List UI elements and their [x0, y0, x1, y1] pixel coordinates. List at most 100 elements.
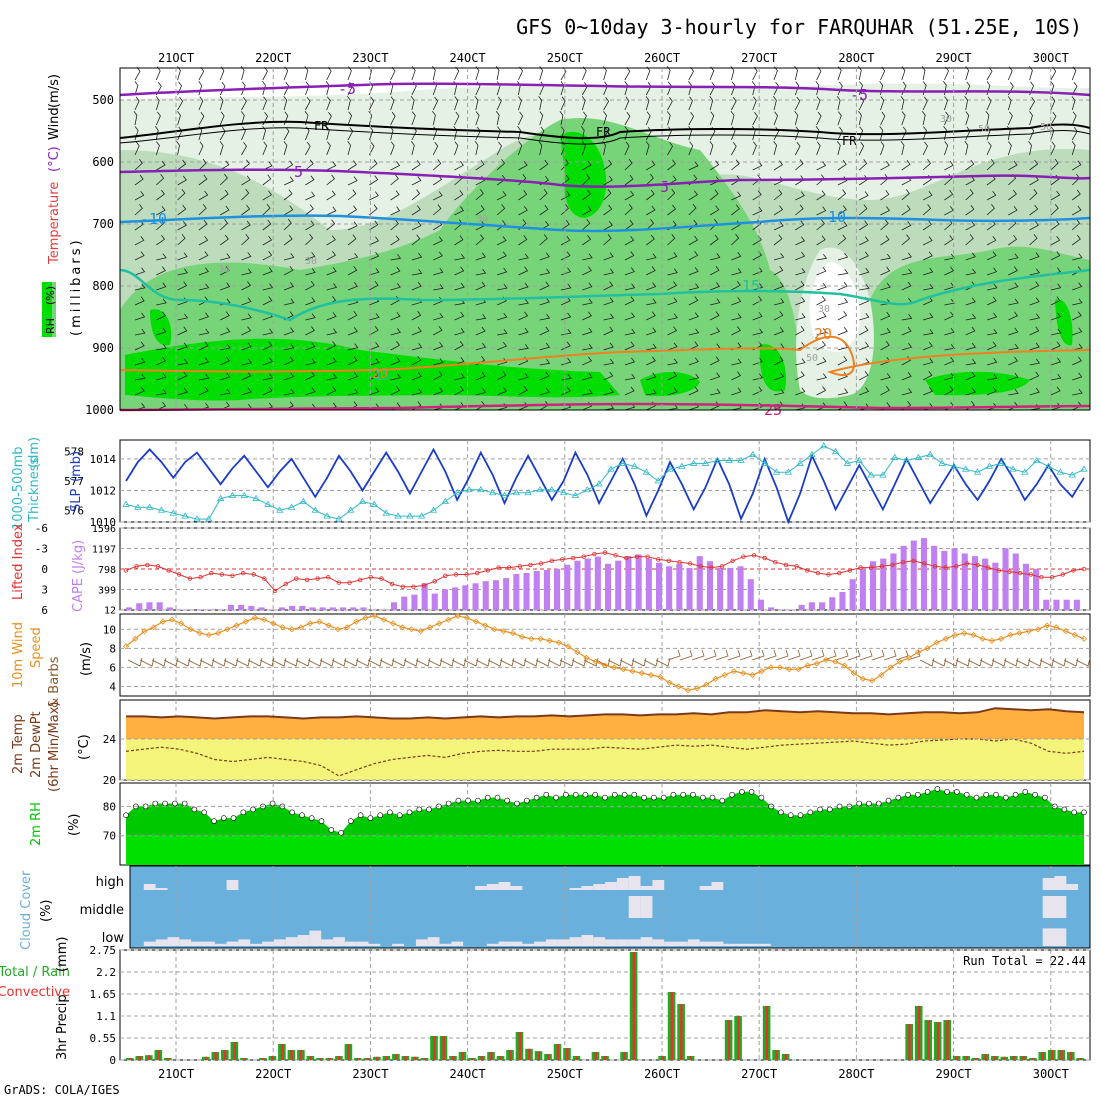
- cape-bar: [462, 585, 469, 610]
- wind-barb: [816, 141, 821, 156]
- wind-barb: [645, 173, 654, 186]
- wind-barb: [433, 371, 443, 381]
- precip-convective-bar: [414, 1056, 417, 1060]
- wind-barb: [965, 159, 975, 171]
- wind-barb: [731, 313, 742, 321]
- wind-barb: [305, 313, 316, 321]
- wind-barb: [965, 205, 975, 216]
- contour-label: -10: [140, 210, 167, 228]
- wind-barb: [880, 111, 886, 126]
- wind-barb: [624, 141, 630, 156]
- wind-barb: [858, 220, 869, 231]
- wind-barb: [944, 141, 949, 156]
- wind10m-point: [196, 630, 203, 637]
- lifted-index-point: [634, 554, 640, 559]
- wind-barb: [624, 219, 634, 231]
- rh2m-point: [885, 797, 892, 804]
- wind10m-point: [712, 675, 719, 682]
- precip-convective-bar: [499, 1056, 502, 1060]
- precip-convective-bar: [328, 1058, 331, 1060]
- wind-barb: [219, 218, 229, 231]
- rh2m-point: [866, 800, 872, 807]
- lifted-index-point: [272, 588, 278, 594]
- wind-barb: [454, 327, 465, 336]
- wind-barb: [1072, 372, 1083, 381]
- cape-bar: [737, 566, 744, 610]
- cloud-bar: [664, 941, 676, 946]
- wind-barb: [177, 387, 188, 396]
- wind-barb: [198, 235, 209, 246]
- wind-barb: [368, 111, 373, 126]
- thickness-point: [1032, 456, 1041, 463]
- wind-tick: 8: [109, 642, 116, 655]
- thickness-point: [749, 450, 757, 458]
- cloud-bar: [546, 939, 558, 946]
- wind-barb: [539, 281, 550, 291]
- wind10m-point: [417, 628, 424, 635]
- wind-barb: [454, 282, 465, 291]
- cloud-bar: [605, 939, 617, 946]
- label-thickness-title: 1000-500mb: [11, 446, 26, 530]
- wind-barb: [731, 358, 742, 366]
- wind10m-point: [454, 612, 461, 619]
- cloud-bar: [344, 941, 357, 946]
- precip-convective-bar: [689, 1056, 692, 1060]
- contour-label: FR: [596, 125, 611, 139]
- thickness-point: [855, 456, 863, 463]
- lifted-index-point: [411, 584, 416, 589]
- wind-barb: [283, 141, 288, 156]
- label-temperature: Temperature: [47, 182, 62, 265]
- x-tick-label: 25OCT: [547, 51, 583, 65]
- wind-barb: [1008, 298, 1019, 306]
- thickness-point: [216, 494, 225, 501]
- wind-barb: [624, 296, 635, 306]
- wind-barb: [859, 284, 870, 291]
- wind-barb: [965, 268, 977, 276]
- wind-barb: [709, 111, 715, 126]
- wind-barb: [709, 189, 719, 201]
- wind-barb: [454, 340, 464, 351]
- wind10m-point: [620, 666, 627, 673]
- rh2m-point: [230, 815, 237, 821]
- precip-convective-bar: [993, 1056, 997, 1060]
- lifted-index-point: [496, 565, 501, 570]
- cape-bar: [859, 568, 866, 610]
- wind-barb: [518, 311, 529, 321]
- wind-barb: [496, 159, 506, 171]
- cloud-bar: [155, 888, 168, 890]
- wind-barb: [496, 236, 507, 246]
- wind-barb: [730, 111, 735, 126]
- cloud-bar: [1066, 884, 1079, 890]
- cape-bar: [350, 607, 357, 610]
- thickness-point: [796, 459, 804, 466]
- wind-barb: [134, 236, 145, 246]
- thickness-point: [335, 515, 343, 522]
- wind-barb: [496, 251, 507, 261]
- wind-barb: [773, 252, 785, 261]
- rh2m-point: [377, 812, 384, 819]
- wind10m-point: [251, 614, 259, 621]
- wind-barb: [326, 386, 337, 396]
- wind-barb: [1050, 341, 1061, 351]
- wind-barb: [624, 341, 635, 351]
- wind-barb: [241, 159, 250, 171]
- wind-barb: [667, 126, 672, 141]
- thickness-point: [429, 506, 438, 513]
- rh2m-point: [787, 812, 794, 819]
- wind-barb: [837, 281, 848, 291]
- rh2m-point: [680, 791, 687, 798]
- rh2m-point: [631, 791, 638, 798]
- wind-barb: [475, 326, 486, 336]
- x-tick-label: 30OCT: [1033, 1067, 1069, 1081]
- cape-bar: [1012, 553, 1019, 610]
- thickness-point: [973, 468, 982, 475]
- cape-bar: [248, 605, 255, 610]
- cloud-bar: [498, 882, 511, 890]
- wind-barb: [582, 282, 593, 291]
- wind-barb: [241, 252, 252, 261]
- wind-barb: [177, 326, 188, 336]
- cape-bar: [798, 604, 805, 610]
- rh2m-point: [455, 797, 462, 804]
- wind-barb: [944, 253, 955, 261]
- lifted-index-point: [123, 568, 129, 573]
